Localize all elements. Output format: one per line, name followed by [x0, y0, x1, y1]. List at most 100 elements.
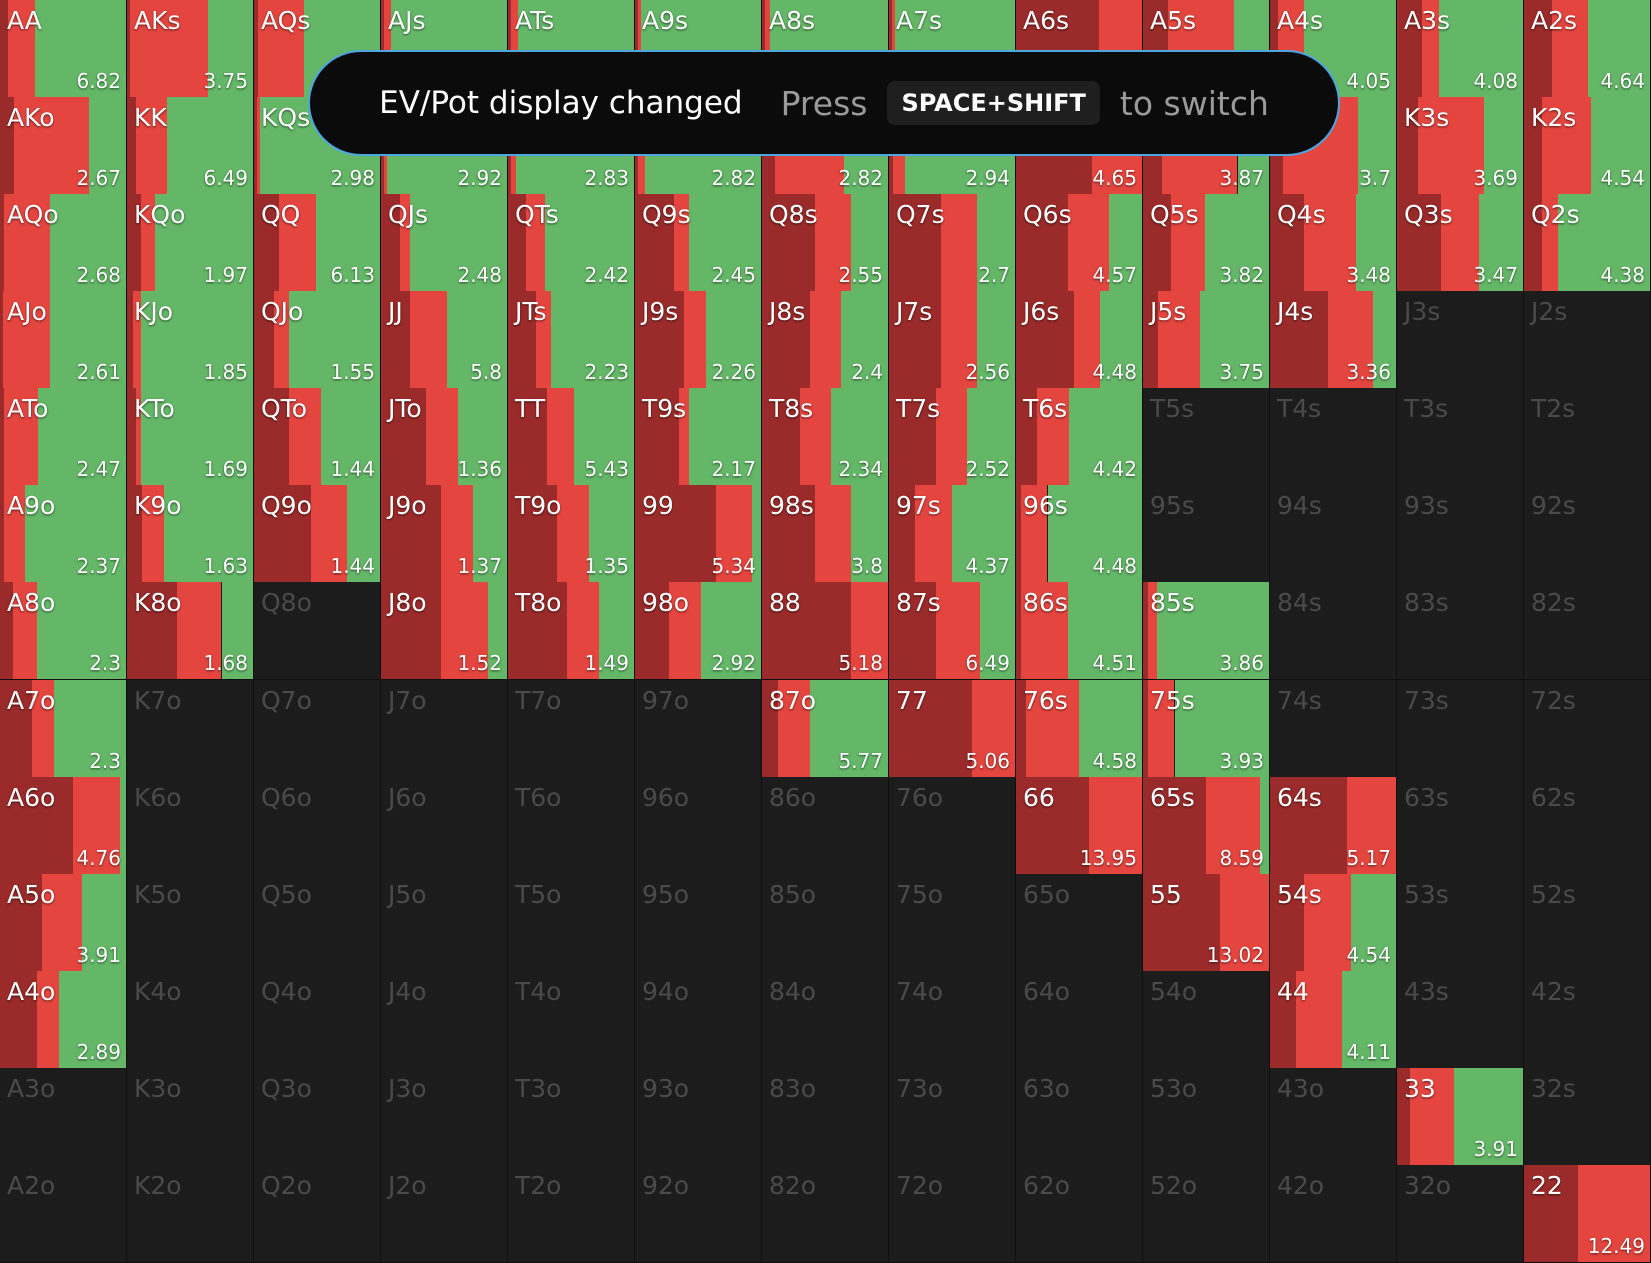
hand-cell: 43s [1397, 970, 1524, 1069]
action-bar [510, 0, 519, 97]
action-bar [1174, 679, 1269, 777]
action-bar [1021, 582, 1068, 680]
ev-value: 2.4 [851, 360, 883, 385]
hand-label: T6s [1023, 394, 1068, 424]
action-bar [889, 485, 916, 583]
hand-cell: Q2s 4.38 [1524, 194, 1651, 293]
hand-cell: KJo 1.85 [127, 291, 254, 390]
action-bar [142, 485, 164, 583]
hand-label: 98o [642, 588, 690, 618]
hand-label: Q8o [261, 588, 312, 618]
action-bar [1143, 291, 1159, 389]
hand-cell: A7o 2.3 [0, 679, 127, 778]
hand-cell: 63s [1397, 776, 1524, 875]
ev-value: 4.37 [965, 554, 1010, 579]
hand-label: A8o [7, 588, 56, 618]
action-bar [567, 582, 599, 680]
hand-label: 87s [896, 588, 941, 618]
hand-cell: K3s 3.69 [1397, 97, 1524, 196]
action-bar [3, 388, 38, 486]
action-bar [119, 776, 126, 874]
action-bar [700, 582, 761, 680]
action-bar [7, 0, 36, 97]
hand-cell: Q7s 2.7 [889, 194, 1016, 293]
hand-label: ATo [7, 394, 49, 424]
ev-value: 4.42 [1092, 457, 1137, 482]
hand-cell: 76o [889, 776, 1016, 875]
action-bar [254, 97, 257, 195]
hand-cell: K8o 1.68 [127, 582, 254, 681]
action-bar [310, 485, 348, 583]
action-bar [409, 194, 507, 292]
action-bar [1346, 776, 1396, 874]
hand-cell: 66 13.95 [1016, 776, 1143, 875]
hand-label: 54s [1277, 879, 1322, 909]
hand-cell: 96o [635, 776, 762, 875]
action-bar [1270, 970, 1297, 1068]
action-bar [508, 582, 568, 680]
hand-label: J8o [388, 588, 427, 618]
hand-cell: T2o [508, 1164, 635, 1263]
hand-label: A9o [7, 491, 56, 521]
hand-cell: 94s [1270, 485, 1397, 584]
ev-value: 4.65 [1092, 166, 1137, 191]
action-bar [1478, 194, 1523, 292]
action-bar [1068, 388, 1142, 486]
toast-suffix: to switch [1119, 83, 1269, 123]
hand-label: J9s [642, 297, 679, 327]
hand-cell: A6o 4.76 [0, 776, 127, 875]
hand-cell: 93s [1397, 485, 1524, 584]
action-bar [1270, 873, 1305, 971]
action-bar [1296, 970, 1342, 1068]
action-bar [1409, 1067, 1454, 1165]
hand-cell: T9o 1.35 [508, 485, 635, 584]
hand-cell: T4o [508, 970, 635, 1069]
action-bar [73, 776, 120, 874]
hand-label: AKo [7, 103, 55, 133]
ev-value: 3.86 [1219, 651, 1264, 676]
hand-cell: 74s [1270, 679, 1397, 778]
hand-label: 54o [1150, 976, 1198, 1006]
action-bar [1551, 0, 1589, 97]
hand-cell: 43o [1270, 1067, 1397, 1166]
hand-cell: J6s 4.48 [1016, 291, 1143, 390]
ev-value: 2.26 [711, 360, 756, 385]
hand-label: T9s [642, 394, 687, 424]
hand-cell: A3s 4.08 [1397, 0, 1524, 98]
hand-label: A2s [1531, 6, 1578, 35]
action-bar [1143, 679, 1149, 777]
hand-label: A7o [7, 685, 56, 715]
key-chip: SPACE+SHIFT [887, 81, 1100, 125]
hand-label: T3o [515, 1073, 562, 1103]
action-bar [256, 97, 261, 195]
action-bar [54, 679, 126, 777]
hand-label: A4o [7, 976, 56, 1006]
hand-label: A7s [896, 6, 943, 35]
hand-label: AKs [134, 6, 181, 35]
hand-label: ATs [515, 6, 555, 35]
hand-label: 66 [1023, 782, 1055, 812]
action-bar [50, 291, 126, 389]
hand-label: K7o [134, 685, 182, 715]
ev-value: 5.77 [838, 748, 883, 773]
hand-cell: 88 5.18 [762, 582, 889, 681]
hand-cell: QQ 6.13 [254, 194, 381, 293]
hand-label: 33 [1404, 1073, 1436, 1103]
ev-value: 4.48 [1092, 554, 1137, 579]
action-bar [381, 194, 400, 292]
action-bar [127, 388, 136, 486]
hand-cell: J8s 2.4 [762, 291, 889, 390]
action-bar [1067, 582, 1142, 680]
ev-value: 2.89 [76, 1039, 121, 1064]
action-bar [1524, 0, 1552, 97]
hand-cell: TT 5.43 [508, 388, 635, 487]
hand-cell: K5o [127, 873, 254, 972]
action-bar [254, 291, 275, 389]
hand-label: J2s [1531, 297, 1568, 327]
hand-label: 52s [1531, 879, 1576, 909]
action-bar [977, 291, 1015, 389]
hand-label: Q3s [1404, 200, 1453, 230]
hand-label: AQo [7, 200, 59, 230]
hand-label: 76s [1023, 685, 1068, 715]
ev-value: 2.56 [965, 360, 1010, 385]
